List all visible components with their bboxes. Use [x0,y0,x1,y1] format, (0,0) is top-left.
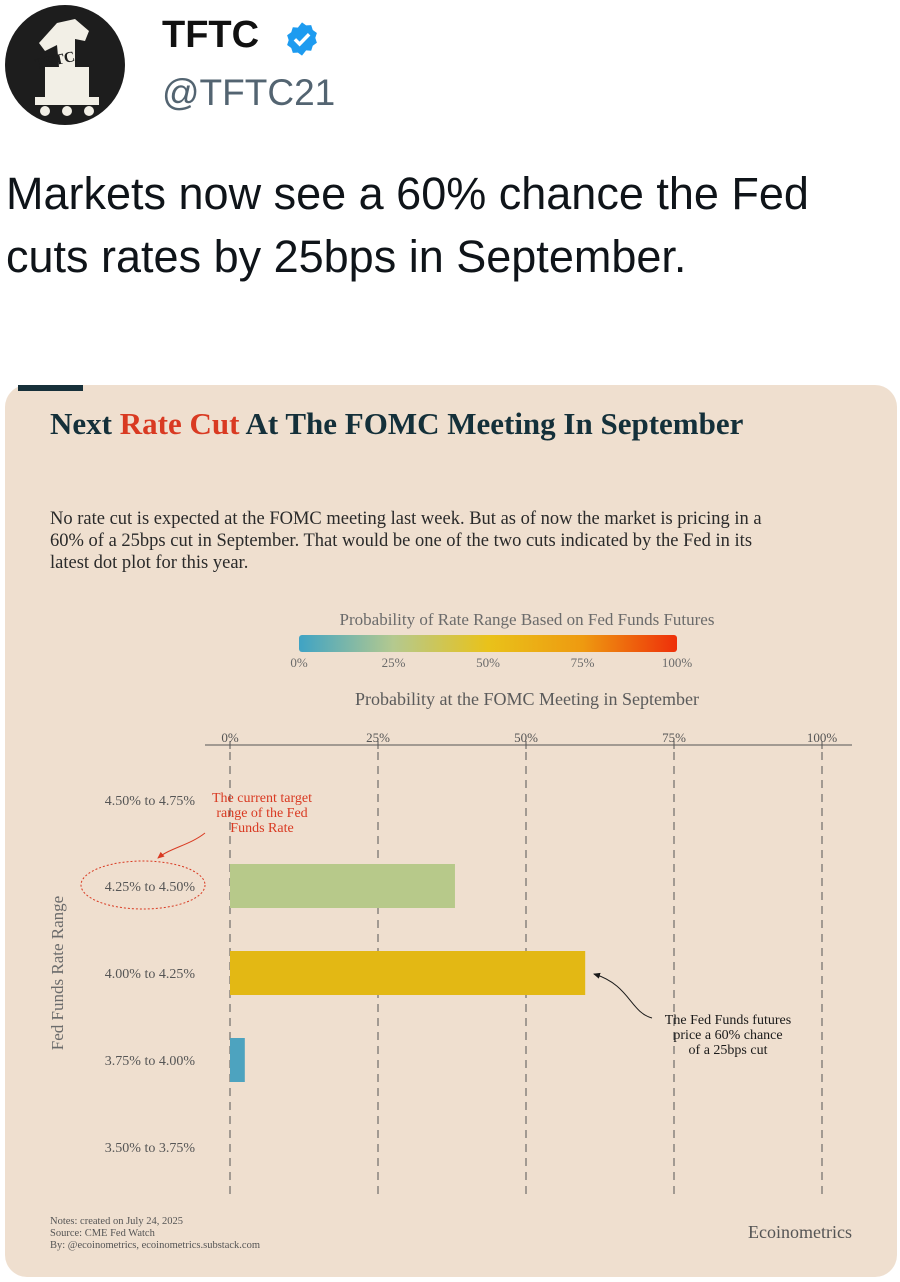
category-label: 4.25% to 4.50% [105,880,196,895]
avatar[interactable]: TFTC [5,5,125,125]
x-axis-title: Probability at the FOMC Meeting in Septe… [355,689,699,709]
user-handle[interactable]: @TFTC21 [162,72,336,113]
annotation-line: The Fed Funds futures [665,1013,791,1028]
bar-4-00-4-25- [230,951,586,995]
annotation-line: of a 25bps cut [689,1043,768,1058]
chart-image[interactable] [5,385,897,1277]
color-legend-title: Probability of Rate Range Based on Fed F… [340,610,715,629]
chart-subtitle: No rate cut is expected at the FOMC meet… [50,509,762,573]
category-label: 3.50% to 3.75% [105,1141,196,1156]
x-tick-label: 100% [807,730,838,745]
title-highlight: Rate Cut [119,406,240,441]
category-label: 4.50% to 4.75% [105,794,196,809]
annotation-arrow [593,972,653,1019]
annotation-line: Funds Rate [230,821,293,836]
x-tick-label: 0% [221,730,239,745]
x-tick-label: 50% [514,730,538,745]
horse-logo-icon: TFTC [34,19,99,116]
annotation-arrow [157,832,206,859]
bar-4-25-4-50- [230,864,455,908]
y-axis-title: Fed Funds Rate Range [48,896,67,1050]
category-label: 4.00% to 4.25% [105,967,196,982]
legend-tick-label: 100% [662,655,693,670]
legend-tick-label: 25% [382,655,406,670]
x-tick-label: 75% [662,730,686,745]
source-text: Source: CME Fed Watch [50,1228,156,1239]
card-accent-tab [18,385,83,391]
current-range-highlight [80,860,206,910]
legend-tick-label: 0% [290,655,308,670]
color-legend-gradient [299,635,677,652]
chart-title: Next Rate Cut At The FOMC Meeting In Sep… [50,406,744,441]
tweet-text: Markets now see a 60% chance the Fed cut… [6,168,809,282]
bar-3-75-4-00- [230,1038,245,1082]
annotation-line: The current target [212,791,312,806]
legend-tick-label: 50% [476,655,500,670]
byline-text: By: @ecoinometrics, ecoinometrics.substa… [50,1240,260,1251]
legend-tick-label: 75% [571,655,595,670]
brand-logo-text: Ecoinometrics [748,1222,852,1242]
annotation-line: price a 60% chance [673,1028,782,1043]
x-tick-label: 25% [366,730,390,745]
annotation-line: range of the Fed [216,806,307,821]
notes-text: Notes: created on July 24, 2025 [50,1216,183,1227]
verified-badge-icon [287,22,317,56]
category-label: 3.75% to 4.00% [105,1054,196,1069]
display-name[interactable]: TFTC [162,14,260,56]
